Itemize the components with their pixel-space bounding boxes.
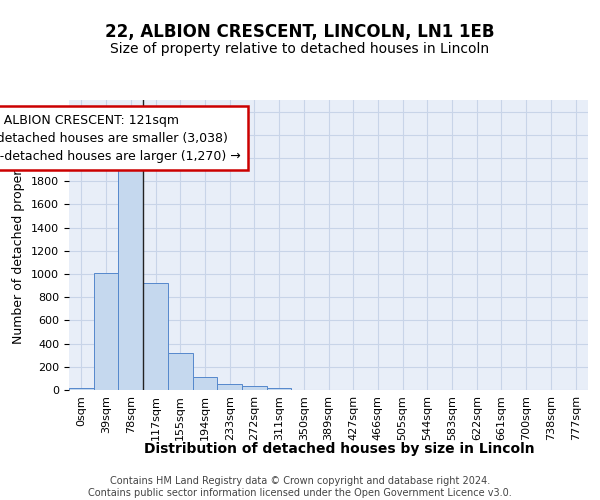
Bar <box>193 377 217 390</box>
Text: Distribution of detached houses by size in Lincoln: Distribution of detached houses by size … <box>143 442 535 456</box>
Bar <box>217 384 242 390</box>
Text: 22, ALBION CRESCENT, LINCOLN, LN1 1EB: 22, ALBION CRESCENT, LINCOLN, LN1 1EB <box>105 22 495 40</box>
Y-axis label: Number of detached properties: Number of detached properties <box>13 146 25 344</box>
Text: 22 ALBION CRESCENT: 121sqm
← 70% of detached houses are smaller (3,038)
29% of s: 22 ALBION CRESCENT: 121sqm ← 70% of deta… <box>0 114 241 163</box>
Bar <box>118 168 143 390</box>
Bar <box>168 353 193 390</box>
Bar <box>69 388 94 390</box>
Text: Contains HM Land Registry data © Crown copyright and database right 2024.
Contai: Contains HM Land Registry data © Crown c… <box>88 476 512 498</box>
Bar <box>143 284 168 390</box>
Bar <box>267 388 292 390</box>
Bar <box>242 386 267 390</box>
Bar <box>94 273 118 390</box>
Text: Size of property relative to detached houses in Lincoln: Size of property relative to detached ho… <box>110 42 490 56</box>
